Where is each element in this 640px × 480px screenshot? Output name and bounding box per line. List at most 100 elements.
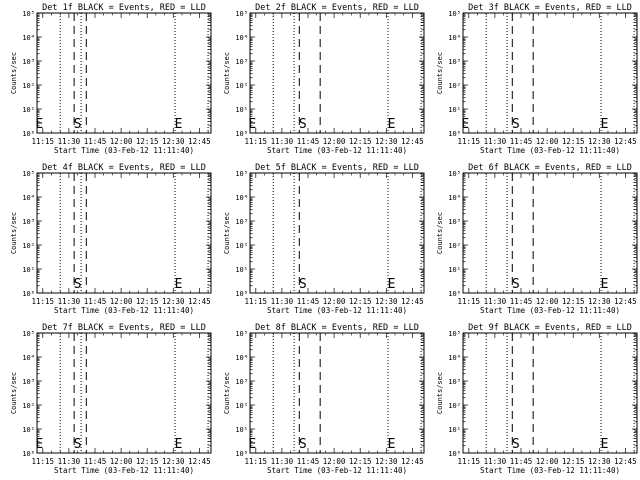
- y-tick-label: 10⁰: [235, 290, 248, 298]
- y-tick-label: 10⁵: [448, 10, 461, 18]
- x-tick-label: 11:30: [58, 297, 81, 306]
- y-tick-label: 10²: [22, 242, 35, 250]
- x-tick-label: 11:45: [297, 297, 320, 306]
- y-tick-label: 10³: [22, 58, 35, 66]
- x-tick-label: 12:15: [562, 137, 585, 146]
- x-tick-label: 11:30: [58, 457, 81, 466]
- x-tick-label: 11:15: [458, 137, 481, 146]
- x-tick-label: 12:00: [110, 297, 133, 306]
- x-tick-label: 12:45: [188, 457, 211, 466]
- x-tick-label: 12:45: [614, 297, 637, 306]
- chart-title: Det 2f BLACK = Events, RED = LLD: [255, 3, 419, 13]
- x-tick-label: 12:00: [323, 137, 346, 146]
- x-tick-label: 12:15: [136, 457, 159, 466]
- y-tick-label: 10⁵: [235, 330, 248, 338]
- x-tick-label: 11:15: [245, 297, 268, 306]
- x-axis-label: Start Time (03-Feb-12 11:11:40): [54, 146, 194, 155]
- time-marker-S: S: [299, 117, 307, 132]
- x-tick-label: 12:45: [401, 137, 424, 146]
- y-tick-label: 10⁰: [448, 450, 461, 458]
- y-tick-label: 10³: [448, 378, 461, 386]
- time-marker-S: S: [299, 277, 307, 292]
- time-marker-E: E: [175, 277, 183, 292]
- x-tick-label: 11:45: [297, 137, 320, 146]
- time-marker-E: E: [35, 437, 43, 452]
- x-axis-label: Start Time (03-Feb-12 11:11:40): [54, 306, 194, 315]
- y-tick-label: 10⁰: [235, 130, 248, 138]
- y-tick-label: 10¹: [235, 106, 248, 114]
- chart-title: Det 7f BLACK = Events, RED = LLD: [42, 323, 206, 333]
- x-tick-label: 12:15: [136, 297, 159, 306]
- x-tick-label: 11:45: [510, 297, 533, 306]
- chart-panel-7: Det 7f BLACK = Events, RED = LLD 10⁰ 10¹ 10…: [10, 323, 212, 475]
- x-tick-label: 12:45: [614, 457, 637, 466]
- y-tick-label: 10²: [448, 82, 461, 90]
- x-tick-label: 12:30: [375, 457, 398, 466]
- time-marker-E: E: [35, 117, 43, 132]
- chart-panel-5: Det 5f BLACK = Events, RED = LLD 10⁰ 10¹ 10…: [223, 163, 425, 315]
- x-tick-label: 11:45: [84, 137, 107, 146]
- y-tick-label: 10⁵: [22, 170, 35, 178]
- x-tick-label: 12:45: [188, 297, 211, 306]
- time-marker-E: E: [388, 117, 396, 132]
- chart-title: Det 3f BLACK = Events, RED = LLD: [468, 3, 632, 13]
- y-axis-label: Counts/sec: [436, 52, 444, 94]
- x-tick-label: 12:00: [110, 137, 133, 146]
- y-tick-label: 10⁴: [22, 34, 35, 42]
- chart-title: Det 4f BLACK = Events, RED = LLD: [42, 163, 206, 173]
- y-axis-label: Counts/sec: [436, 372, 444, 414]
- chart-panel-9: Det 9f BLACK = Events, RED = LLD 10⁰ 10¹ 10…: [436, 323, 638, 475]
- time-marker-E: E: [601, 117, 609, 132]
- plot-frame: [36, 332, 212, 454]
- y-axis-label: Counts/sec: [223, 52, 231, 94]
- x-axis-label: Start Time (03-Feb-12 11:11:40): [480, 466, 620, 475]
- time-marker-E: E: [175, 117, 183, 132]
- x-tick-label: 12:30: [162, 457, 185, 466]
- y-tick-label: 10²: [235, 82, 248, 90]
- x-tick-label: 11:15: [32, 137, 55, 146]
- y-axis-label: Counts/sec: [10, 212, 18, 254]
- x-tick-label: 11:45: [297, 457, 320, 466]
- y-tick-label: 10²: [235, 402, 248, 410]
- y-tick-label: 10³: [235, 378, 248, 386]
- x-tick-label: 11:30: [271, 457, 294, 466]
- y-tick-label: 10¹: [448, 106, 461, 114]
- time-marker-E: E: [175, 437, 183, 452]
- x-tick-label: 11:15: [245, 457, 268, 466]
- x-tick-label: 11:15: [458, 457, 481, 466]
- time-marker-S: S: [512, 437, 520, 452]
- chart-panel-4: Det 4f BLACK = Events, RED = LLD 10⁰ 10¹ 10…: [10, 163, 212, 315]
- chart-title: Det 5f BLACK = Events, RED = LLD: [255, 163, 419, 173]
- chart-panel-6: Det 6f BLACK = Events, RED = LLD 10⁰ 10¹ 10…: [436, 163, 638, 315]
- y-axis-label: Counts/sec: [10, 52, 18, 94]
- x-tick-label: 12:30: [162, 297, 185, 306]
- y-tick-label: 10⁵: [235, 10, 248, 18]
- y-tick-label: 10⁵: [22, 10, 35, 18]
- y-tick-label: 10⁴: [235, 194, 248, 202]
- y-tick-label: 10⁴: [235, 34, 248, 42]
- y-tick-label: 10⁵: [235, 170, 248, 178]
- y-tick-label: 10⁴: [448, 354, 461, 362]
- y-tick-label: 10⁰: [448, 290, 461, 298]
- y-tick-label: 10²: [22, 82, 35, 90]
- x-tick-label: 11:30: [484, 137, 507, 146]
- y-tick-label: 10²: [22, 402, 35, 410]
- x-axis-label: Start Time (03-Feb-12 11:11:40): [480, 146, 620, 155]
- y-tick-label: 10³: [22, 218, 35, 226]
- plot-frame: [249, 332, 425, 454]
- x-axis-label: Start Time (03-Feb-12 11:11:40): [267, 306, 407, 315]
- x-tick-label: 11:15: [32, 297, 55, 306]
- y-tick-label: 10³: [448, 218, 461, 226]
- x-tick-label: 12:00: [323, 297, 346, 306]
- y-tick-label: 10³: [448, 58, 461, 66]
- y-tick-label: 10⁵: [448, 170, 461, 178]
- x-tick-label: 11:30: [484, 457, 507, 466]
- plot-frame: [36, 12, 212, 134]
- time-marker-S: S: [512, 117, 520, 132]
- y-tick-label: 10¹: [448, 266, 461, 274]
- time-marker-E: E: [601, 277, 609, 292]
- x-axis-label: Start Time (03-Feb-12 11:11:40): [267, 466, 407, 475]
- x-tick-label: 12:45: [401, 457, 424, 466]
- x-tick-label: 11:45: [510, 457, 533, 466]
